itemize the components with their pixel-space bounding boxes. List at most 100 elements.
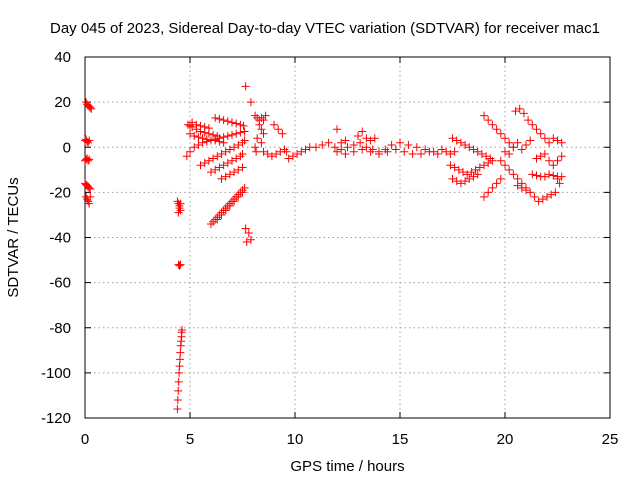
data-point xyxy=(280,145,289,154)
data-point xyxy=(221,147,230,156)
data-point xyxy=(333,125,341,134)
series-sat-u xyxy=(259,120,291,161)
data-point xyxy=(204,156,213,165)
data-point xyxy=(532,171,541,180)
data-point xyxy=(557,138,566,147)
series-sat-c xyxy=(81,154,94,165)
data-point xyxy=(482,152,491,161)
grid-layer xyxy=(85,57,610,418)
data-point xyxy=(421,145,430,154)
data-point xyxy=(175,204,184,213)
series-sat-g xyxy=(173,326,187,413)
data-point xyxy=(274,125,283,134)
data-point xyxy=(257,138,266,147)
data-point xyxy=(337,138,346,147)
data-point xyxy=(236,152,245,161)
data-point xyxy=(213,131,222,140)
data-point xyxy=(513,138,522,147)
data-point xyxy=(358,127,367,136)
data-point xyxy=(545,170,554,179)
data-point xyxy=(461,140,470,149)
data-point xyxy=(238,163,247,172)
data-point xyxy=(240,127,249,136)
x-tick-label: 5 xyxy=(186,431,194,448)
data-point xyxy=(488,120,497,129)
data-point xyxy=(84,156,93,165)
data-point xyxy=(230,143,239,152)
data-point xyxy=(412,143,421,152)
data-point xyxy=(452,136,461,145)
data-point xyxy=(362,143,371,152)
data-point xyxy=(288,152,297,161)
series-sat-d xyxy=(81,179,95,208)
data-point xyxy=(370,134,379,143)
data-point xyxy=(86,184,95,193)
data-point xyxy=(267,152,276,161)
data-point xyxy=(442,147,451,156)
data-point xyxy=(176,348,185,357)
series-sat-ad xyxy=(480,174,505,201)
series-sat-ae xyxy=(480,111,518,152)
data-point xyxy=(477,150,486,159)
data-point xyxy=(396,138,404,147)
series-sat-m xyxy=(207,150,247,177)
data-point xyxy=(234,165,243,174)
series-sat-b xyxy=(81,135,94,147)
data-point xyxy=(198,134,207,143)
data-point xyxy=(312,143,320,152)
data-point xyxy=(387,140,396,149)
data-point xyxy=(484,116,493,125)
data-point xyxy=(217,174,226,183)
data-point xyxy=(528,170,537,179)
data-point xyxy=(190,143,199,152)
data-point xyxy=(540,172,549,181)
data-point xyxy=(349,147,358,156)
data-point xyxy=(354,131,362,140)
data-point xyxy=(194,140,203,149)
data-point xyxy=(240,183,249,192)
data-point xyxy=(452,177,461,186)
data-point xyxy=(297,147,306,156)
y-tick-label: -80 xyxy=(49,320,71,337)
data-point xyxy=(196,121,205,130)
data-point xyxy=(261,111,270,120)
data-point xyxy=(433,150,442,159)
data-point xyxy=(349,140,358,149)
data-point xyxy=(263,150,272,159)
series-sat-k xyxy=(188,118,213,133)
data-point xyxy=(343,143,352,152)
data-point xyxy=(549,171,558,180)
data-points xyxy=(81,82,566,413)
data-point xyxy=(375,150,383,159)
data-point xyxy=(219,116,228,125)
data-point xyxy=(225,145,234,154)
data-point xyxy=(356,138,365,147)
series-sat-a xyxy=(82,98,96,113)
data-point xyxy=(211,113,220,122)
data-point xyxy=(480,192,488,201)
data-point xyxy=(238,188,247,197)
data-point xyxy=(221,172,230,181)
x-tick-label: 0 xyxy=(81,431,89,448)
data-point xyxy=(219,138,228,147)
data-point xyxy=(236,128,245,137)
data-point xyxy=(228,130,236,139)
data-point xyxy=(530,192,539,201)
series-sat-ak xyxy=(549,134,566,188)
data-point xyxy=(417,150,425,159)
data-point xyxy=(538,195,547,204)
series-sat-v xyxy=(284,143,314,163)
data-point xyxy=(215,137,224,146)
series-sat-ai xyxy=(532,150,566,170)
data-point xyxy=(240,136,249,145)
data-point xyxy=(450,163,459,172)
data-point xyxy=(251,143,260,152)
series-sat-z xyxy=(333,125,379,147)
data-point xyxy=(238,150,247,159)
data-point xyxy=(545,138,554,147)
data-point xyxy=(446,150,455,159)
data-point xyxy=(85,199,94,208)
data-point xyxy=(557,172,566,181)
data-point xyxy=(209,130,218,139)
